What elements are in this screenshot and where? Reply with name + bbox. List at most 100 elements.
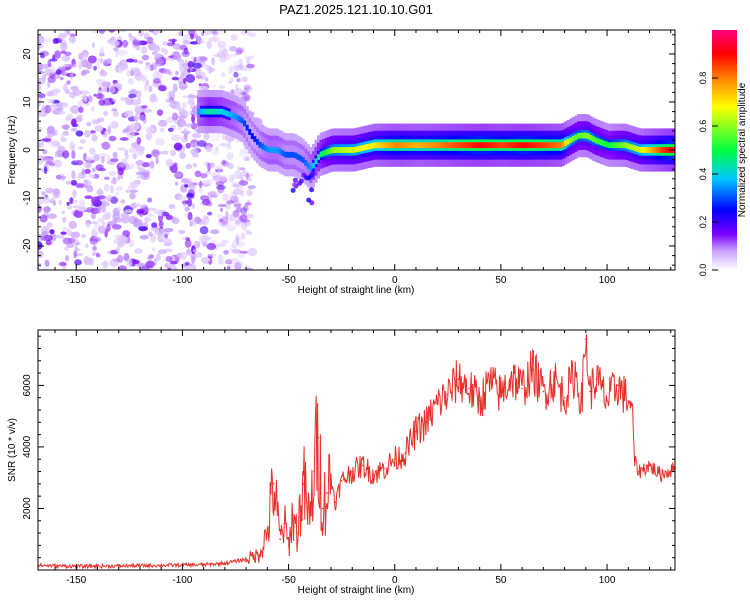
heatmap-cell bbox=[199, 173, 208, 179]
heatmap-cell bbox=[171, 76, 179, 81]
heatmap-cell bbox=[215, 192, 221, 196]
heatmap-cell bbox=[227, 111, 231, 118]
heatmap-cell bbox=[106, 86, 110, 93]
heatmap-cell bbox=[131, 202, 136, 210]
heatmap-cell bbox=[413, 142, 417, 149]
heatmap-cell bbox=[244, 229, 251, 233]
heatmap-cell bbox=[215, 181, 225, 187]
heatmap-cell bbox=[525, 142, 529, 149]
heatmap-cell bbox=[103, 176, 110, 180]
heatmap-cell bbox=[210, 108, 213, 115]
heatmap-cell bbox=[145, 126, 156, 134]
heatmap-cell bbox=[221, 134, 227, 141]
heatmap-cell bbox=[85, 62, 93, 70]
heatmap-cell bbox=[268, 147, 272, 153]
heatmap-cell bbox=[178, 114, 187, 120]
heatmap-cell bbox=[635, 146, 639, 152]
heatmap-cell bbox=[128, 78, 134, 85]
heatmap-cell bbox=[215, 146, 219, 151]
heatmap-cell bbox=[184, 213, 189, 218]
heatmap-cell bbox=[226, 266, 231, 270]
heatmap-cell bbox=[310, 170, 316, 176]
heatmap-cell bbox=[505, 142, 509, 149]
snr-data-point bbox=[574, 372, 576, 374]
heatmap-cell bbox=[155, 57, 164, 67]
heatmap-cell bbox=[230, 174, 234, 184]
heatmap-cell bbox=[102, 133, 108, 138]
heatmap-cell bbox=[95, 92, 103, 100]
heatmap-cell bbox=[44, 259, 49, 266]
heatmap-cell bbox=[187, 60, 194, 68]
heatmap-cell bbox=[233, 198, 237, 204]
heatmap-cell bbox=[39, 214, 48, 223]
snr-data-point bbox=[510, 375, 513, 378]
heatmap-cell bbox=[235, 83, 239, 91]
heatmap-cell bbox=[286, 151, 290, 158]
heatmap-cell bbox=[240, 171, 245, 178]
heatmap-cell bbox=[71, 170, 76, 180]
heatmap-cell bbox=[75, 160, 84, 166]
heatmap-cell bbox=[388, 142, 392, 149]
snr-data-point bbox=[362, 464, 364, 467]
heatmap-cell bbox=[243, 86, 253, 93]
snr-data-point bbox=[606, 400, 608, 402]
heatmap-cell bbox=[194, 170, 202, 178]
heatmap-cell bbox=[186, 192, 194, 198]
heatmap-cell bbox=[240, 232, 246, 240]
heatmap-cell bbox=[434, 142, 438, 149]
heatmap-cell bbox=[103, 183, 110, 192]
heatmap-cell bbox=[273, 147, 277, 153]
heatmap-cell bbox=[54, 151, 60, 158]
heatmap-cell bbox=[232, 183, 240, 188]
heatmap-cell bbox=[117, 174, 121, 181]
heatmap-cell bbox=[61, 210, 65, 215]
heatmap-cell bbox=[630, 144, 634, 151]
heatmap-cell bbox=[83, 152, 87, 162]
heatmap-cell bbox=[216, 42, 221, 49]
heatmap-cell bbox=[220, 57, 227, 62]
heatmap-cell bbox=[345, 147, 348, 153]
heatmap-cell bbox=[223, 217, 233, 226]
heatmap-cell bbox=[135, 160, 144, 166]
heatmap-cell bbox=[216, 51, 226, 58]
heatmap-cell bbox=[189, 66, 193, 72]
heatmap-cell bbox=[424, 142, 427, 149]
heatmap-cell bbox=[156, 109, 164, 116]
heatmap-cell bbox=[116, 206, 121, 212]
heatmap-cell bbox=[244, 202, 252, 206]
heatmap-cell bbox=[89, 147, 96, 155]
heatmap-cell bbox=[627, 143, 631, 150]
heatmap-cell bbox=[200, 256, 211, 263]
heatmap-cell bbox=[622, 142, 626, 149]
heatmap-cell bbox=[49, 229, 55, 235]
heatmap-cell bbox=[339, 147, 343, 153]
heatmap-cell bbox=[406, 142, 410, 149]
heatmap-cell bbox=[219, 85, 226, 89]
snr-data-point bbox=[425, 421, 428, 424]
heatmap-cell bbox=[266, 146, 269, 153]
heatmap-cell bbox=[79, 139, 86, 144]
heatmap-cell bbox=[108, 30, 115, 33]
heatmap-cell bbox=[112, 151, 118, 159]
spectrogram-heatmap bbox=[38, 30, 675, 270]
heatmap-cell bbox=[158, 119, 168, 127]
snr-data-point bbox=[457, 378, 460, 381]
heatmap-cell bbox=[197, 108, 201, 115]
heatmap-cell bbox=[120, 212, 128, 218]
snr-data-point bbox=[313, 470, 315, 473]
heatmap-cell bbox=[237, 252, 246, 259]
y-tick-label: 6000 bbox=[22, 374, 33, 397]
heatmap-cell bbox=[95, 253, 101, 258]
heatmap-cell bbox=[57, 145, 66, 153]
heatmap-cell bbox=[230, 258, 239, 262]
heatmap-cell bbox=[158, 220, 164, 228]
heatmap-cell bbox=[658, 147, 662, 153]
heatmap-cell bbox=[653, 147, 657, 153]
heatmap-cell bbox=[200, 71, 206, 81]
heatmap-cell bbox=[411, 142, 415, 149]
heatmap-cell bbox=[360, 145, 364, 152]
heatmap-cell bbox=[134, 248, 143, 255]
heatmap-cell bbox=[119, 30, 127, 33]
heatmap-cell bbox=[142, 108, 153, 113]
heatmap-cell bbox=[633, 145, 636, 151]
